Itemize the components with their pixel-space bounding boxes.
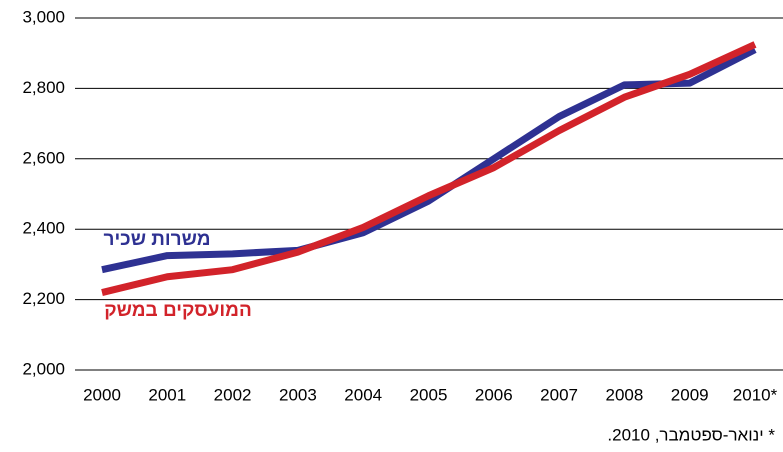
y-tick-label: 2,000 xyxy=(22,359,65,378)
x-tick-label: 2010* xyxy=(733,385,778,404)
y-tick-label: 2,800 xyxy=(22,78,65,97)
y-tick-label: 2,600 xyxy=(22,148,65,167)
y-tick-label: 2,400 xyxy=(22,219,65,238)
series-line xyxy=(101,41,757,296)
x-tick-label: 2005 xyxy=(410,385,448,404)
footnote: * ינואר-ספטמבר, 2010. xyxy=(607,425,775,444)
x-tick-label: 2009 xyxy=(671,385,709,404)
series-label: המועסקים במשק xyxy=(104,300,252,321)
x-tick-label: 2008 xyxy=(605,385,643,404)
series-line xyxy=(101,46,757,274)
x-tick-label: 2004 xyxy=(344,385,382,404)
x-tick-label: 2003 xyxy=(279,385,317,404)
y-tick-label: 3,000 xyxy=(22,7,65,26)
x-tick-label: 2002 xyxy=(214,385,252,404)
x-tick-label: 2001 xyxy=(148,385,186,404)
x-tick-label: 2007 xyxy=(540,385,578,404)
series-label: משרות שכיר xyxy=(104,229,211,250)
x-tick-label: 2006 xyxy=(475,385,513,404)
y-tick-label: 2,200 xyxy=(22,289,65,308)
x-tick-label: 2000 xyxy=(83,385,121,404)
